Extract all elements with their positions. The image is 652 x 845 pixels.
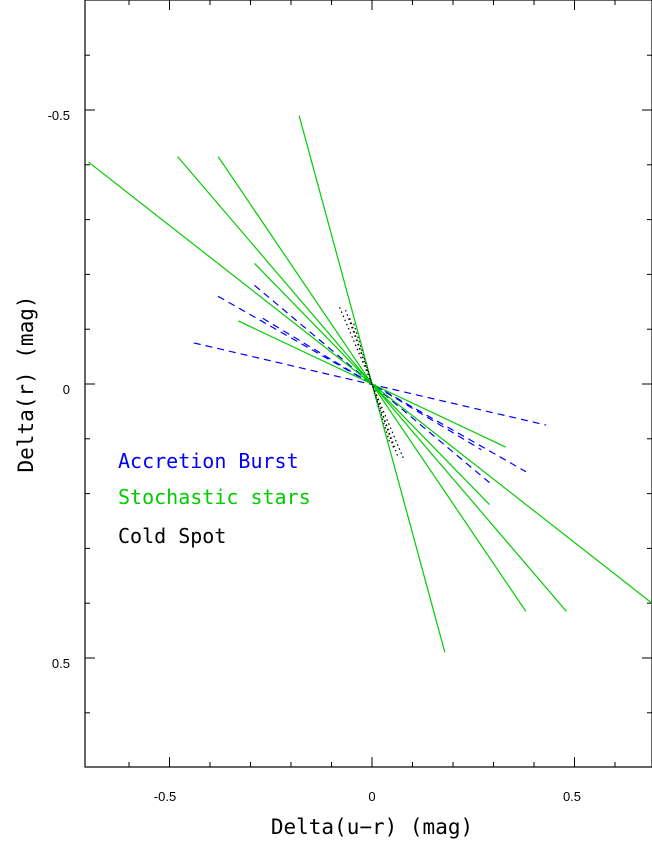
y-axis-title: Delta(r) (mag): [14, 295, 38, 472]
series-line-accretion-burst: [193, 342, 547, 426]
series-layer: [88, 115, 652, 653]
x-axis-title: Delta(u−r) (mag): [271, 815, 473, 839]
series-line-stochastic-stars: [238, 320, 506, 448]
y-tick-label-neg-0-5: -0.5: [48, 108, 70, 123]
axis-ticks: [85, 0, 652, 767]
series-line-cold-spot: [349, 318, 395, 450]
series-line-accretion-burst: [254, 284, 490, 484]
legend-stochastic-stars: Stochastic stars: [118, 485, 311, 509]
x-tick-label-neg-0-5: -0.5: [154, 789, 176, 804]
y-tick-label-0-5: 0.5: [52, 656, 70, 671]
legend-cold-spot: Cold Spot: [118, 524, 226, 548]
series-line-accretion-burst: [262, 317, 482, 451]
series-line-cold-spot: [345, 309, 399, 459]
series-line-cold-spot: [339, 307, 405, 461]
x-tick-label-0: 0: [368, 789, 375, 804]
legend-accretion-burst: Accretion Burst: [118, 449, 299, 473]
y-tick-label-0: 0: [63, 382, 70, 397]
x-tick-label-0-5: 0.5: [563, 789, 581, 804]
plot-frame: [84, 0, 652, 768]
series-line-cold-spot: [353, 323, 391, 445]
